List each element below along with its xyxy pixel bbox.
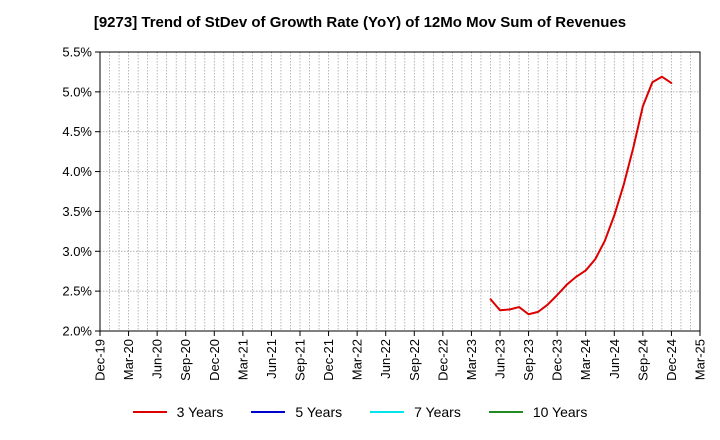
x-tick-label: Dec-24 [664,339,679,381]
data-point [603,240,606,242]
data-point [622,183,625,186]
series-lines [489,75,673,316]
x-tick-label: Sep-24 [635,339,650,381]
x-tick-label: Mar-20 [121,339,136,380]
series-line-3-years [489,75,672,316]
data-point [632,146,635,149]
y-tick-label: 3.5% [62,204,92,219]
data-point [575,275,578,278]
legend-label: 7 Years [414,404,461,420]
legend-label: 10 Years [532,404,588,420]
y-tick-label: 2.5% [62,284,92,299]
x-tick-label: Jun-24 [607,339,622,379]
y-tick-label: 2.0% [62,324,92,339]
y-tick-label: 5.5% [62,45,92,60]
x-tick-label: Sep-23 [521,339,536,381]
legend-label: 3 Years [176,404,224,420]
x-tick-label: Jun-20 [150,339,165,379]
data-point [651,81,654,84]
x-tick-label: Mar-25 [693,339,708,380]
legend-swatch [488,411,523,413]
data-point [499,309,501,312]
x-tick-label: Dec-19 [93,339,108,381]
legend-label: 5 Years [295,404,343,420]
data-point [584,269,587,272]
x-tick-label: Dec-22 [435,339,450,381]
x-tick-label: Jun-23 [493,339,508,379]
y-tick-label: 4.5% [62,124,92,139]
x-tick-label: Jun-22 [378,339,393,379]
line-chart: 2.0% 2.5% 3.0% 3.5% 4.0% 4.5% 5.0% 5.5% Dec-19 Ma… [62,45,707,381]
x-tick-label: Mar-21 [235,339,250,380]
plot-frame [99,51,701,332]
legend-swatch [370,411,405,413]
chart-title: [9273] Trend of StDev of Growth Rate (Yo… [93,14,627,31]
legend-item: 10 Years [488,404,588,420]
grid-lines [100,52,700,331]
x-tick-label: Sep-20 [178,339,193,381]
data-point [613,214,616,217]
x-tick-label: Sep-21 [293,339,308,381]
y-tick-label: 5.0% [62,84,92,99]
data-point [594,258,597,261]
data-point [556,294,559,297]
x-tick-label: Dec-20 [207,339,222,381]
data-point [661,75,663,78]
x-tick-label: Mar-23 [464,339,479,380]
legend: 3 Years 5 Years 7 Years 10 Years [0,404,720,420]
legend-item: 7 Years [370,404,461,420]
x-tick-label: Jun-21 [264,339,279,379]
data-point [670,82,673,84]
data-point [489,298,492,301]
x-tick-label: Sep-22 [407,339,422,381]
data-point [527,313,530,316]
x-tick-label: Mar-22 [350,339,365,380]
data-point [641,105,644,108]
data-point [565,283,568,286]
y-tick-label: 4.0% [62,164,92,179]
x-tick-label: Dec-23 [550,339,565,381]
axes: 2.0% 2.5% 3.0% 3.5% 4.0% 4.5% 5.0% 5.5% Dec-19 Ma… [62,45,707,381]
data-point [518,306,520,308]
x-tick-label: Mar-24 [578,339,593,380]
legend-swatch [132,411,167,413]
legend-swatch [251,411,286,413]
x-tick-label: Dec-21 [321,339,336,381]
legend-item: 3 Years [132,404,224,420]
y-tick-label: 3.0% [62,244,92,259]
data-point [546,303,549,306]
data-point [508,308,511,311]
data-point [537,310,539,313]
legend-item: 5 Years [251,404,342,420]
